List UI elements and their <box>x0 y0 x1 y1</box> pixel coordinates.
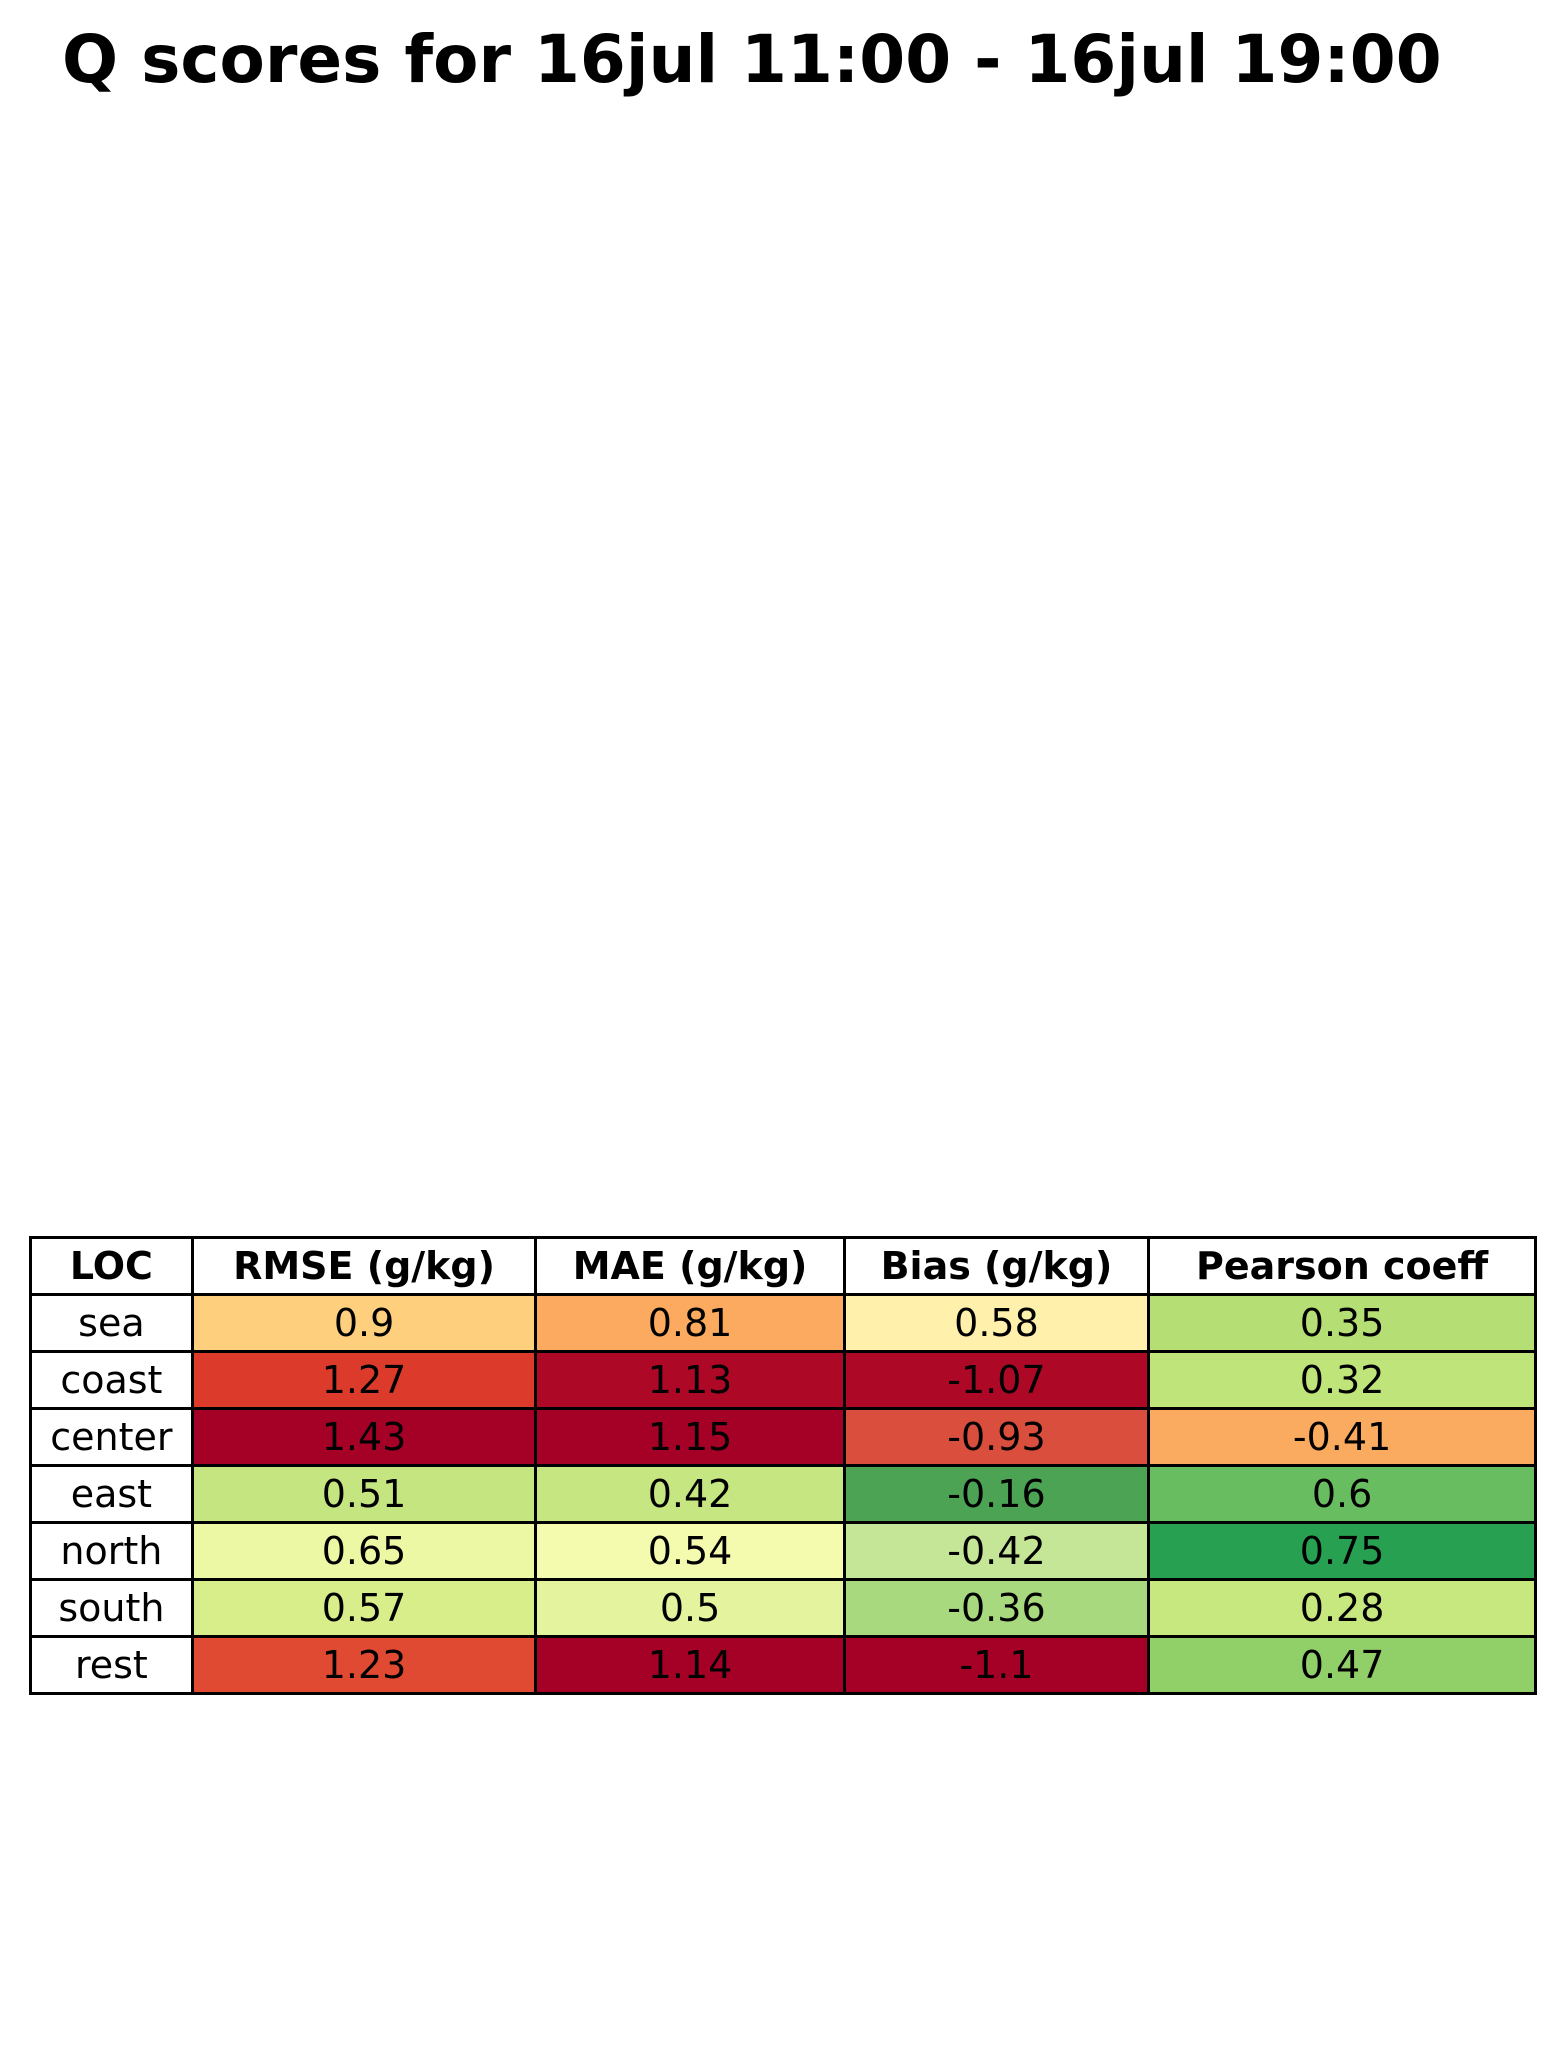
table-row: coast 1.27 1.13 -1.07 0.32 <box>29 1350 1537 1410</box>
bias-cell: -1.1 <box>842 1635 1151 1695</box>
table-header-row: LOC RMSE (g/kg) MAE (g/kg) Bias (g/kg) P… <box>29 1236 1537 1296</box>
table-row: north 0.65 0.54 -0.42 0.75 <box>29 1521 1537 1581</box>
table-body: sea 0.9 0.81 0.58 0.35 coast 1.27 1.13 -1.07 0.32… <box>29 1293 1537 1695</box>
rmse-cell: 0.9 <box>190 1293 538 1353</box>
row-label-rest: rest <box>29 1635 194 1695</box>
pearson-cell: 0.28 <box>1147 1578 1537 1638</box>
table-row: east 0.51 0.42 -0.16 0.6 <box>29 1464 1537 1524</box>
pearson-cell: -0.41 <box>1147 1407 1537 1467</box>
bias-cell: 0.58 <box>842 1293 1151 1353</box>
column-header-mae: MAE (g/kg) <box>534 1236 846 1296</box>
row-label-center: center <box>29 1407 194 1467</box>
bias-cell: -0.16 <box>842 1464 1151 1524</box>
column-header-pearson: Pearson coeff <box>1147 1236 1537 1296</box>
column-header-rmse: RMSE (g/kg) <box>190 1236 538 1296</box>
mae-cell: 0.42 <box>534 1464 846 1524</box>
rmse-cell: 0.51 <box>190 1464 538 1524</box>
table-row: sea 0.9 0.81 0.58 0.35 <box>29 1293 1537 1353</box>
mae-cell: 1.13 <box>534 1350 846 1410</box>
scores-table: LOC RMSE (g/kg) MAE (g/kg) Bias (g/kg) P… <box>29 1236 1537 1695</box>
rmse-cell: 1.27 <box>190 1350 538 1410</box>
row-label-east: east <box>29 1464 194 1524</box>
pearson-cell: 0.47 <box>1147 1635 1537 1695</box>
pearson-cell: 0.75 <box>1147 1521 1537 1581</box>
table-row: rest 1.23 1.14 -1.1 0.47 <box>29 1635 1537 1695</box>
column-header-loc: LOC <box>29 1236 194 1296</box>
column-header-bias: Bias (g/kg) <box>842 1236 1151 1296</box>
bias-cell: -0.36 <box>842 1578 1151 1638</box>
rmse-cell: 1.43 <box>190 1407 538 1467</box>
mae-cell: 1.15 <box>534 1407 846 1467</box>
mae-cell: 0.81 <box>534 1293 846 1353</box>
pearson-cell: 0.32 <box>1147 1350 1537 1410</box>
row-label-coast: coast <box>29 1350 194 1410</box>
mae-cell: 0.54 <box>534 1521 846 1581</box>
row-label-sea: sea <box>29 1293 194 1353</box>
rmse-cell: 0.57 <box>190 1578 538 1638</box>
row-label-north: north <box>29 1521 194 1581</box>
mae-cell: 1.14 <box>534 1635 846 1695</box>
table-row: south 0.57 0.5 -0.36 0.28 <box>29 1578 1537 1638</box>
rmse-cell: 1.23 <box>190 1635 538 1695</box>
table-row: center 1.43 1.15 -0.93 -0.41 <box>29 1407 1537 1467</box>
bias-cell: -1.07 <box>842 1350 1151 1410</box>
mae-cell: 0.5 <box>534 1578 846 1638</box>
row-label-south: south <box>29 1578 194 1638</box>
bias-cell: -0.42 <box>842 1521 1151 1581</box>
chart-title: Q scores for 16jul 11:00 - 16jul 19:00 <box>62 21 1442 98</box>
bias-cell: -0.93 <box>842 1407 1151 1467</box>
pearson-cell: 0.35 <box>1147 1293 1537 1353</box>
rmse-cell: 0.65 <box>190 1521 538 1581</box>
pearson-cell: 0.6 <box>1147 1464 1537 1524</box>
